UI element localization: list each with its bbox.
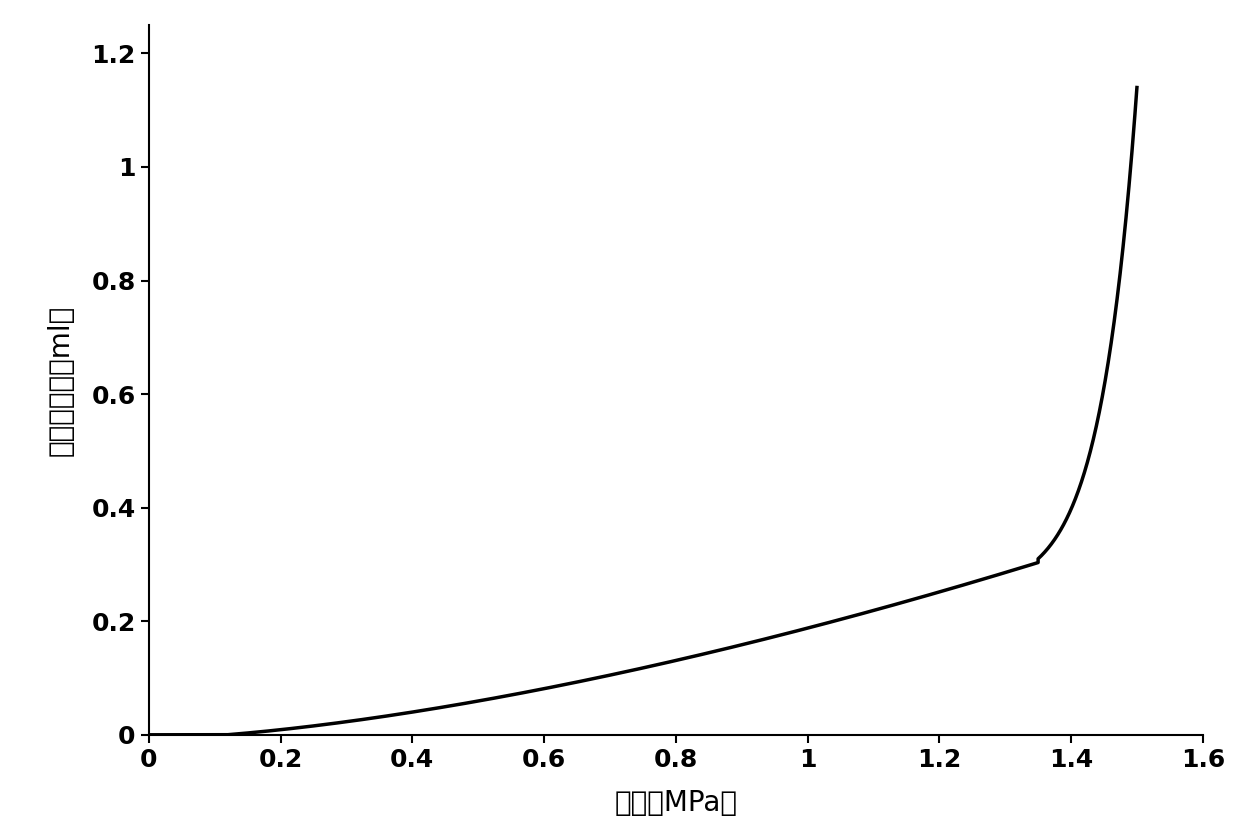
X-axis label: 压差（MPa）: 压差（MPa） bbox=[614, 789, 738, 817]
Y-axis label: 累产液体积（ml）: 累产液体积（ml） bbox=[47, 304, 74, 456]
